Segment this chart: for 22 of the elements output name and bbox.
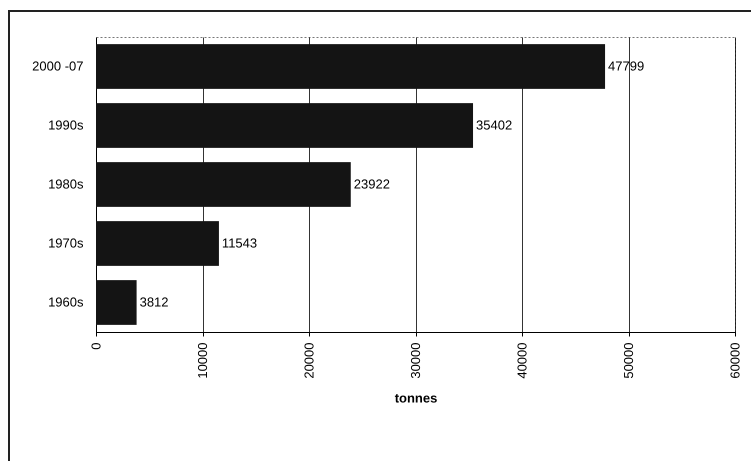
y-tick-label: 1960s [48,294,84,310]
bar [96,103,474,148]
data-label: 35402 [476,118,512,132]
x-tick-label: 30000 [408,342,423,379]
x-tick-label: 20000 [302,342,316,379]
data-label: 3812 [140,294,169,310]
y-tick-label: 1970s [48,236,84,250]
x-tick-label: 60000 [728,342,742,379]
x-tick-label: 50000 [621,342,636,379]
x-axis-title: tonnes [394,390,438,406]
x-tick-label: 0 [88,342,104,350]
x-tick-label: 10000 [195,342,210,379]
data-label: 11543 [222,236,258,250]
bar [96,44,606,89]
bar [96,221,219,266]
data-label: 23922 [354,176,390,192]
y-tick-label: 2000 -07 [32,58,84,74]
x-tick-label: 40000 [514,342,530,379]
bar [96,162,351,207]
y-tick-label: 1990s [48,118,84,132]
bar [96,280,137,325]
y-tick-label: 1980s [48,176,84,192]
